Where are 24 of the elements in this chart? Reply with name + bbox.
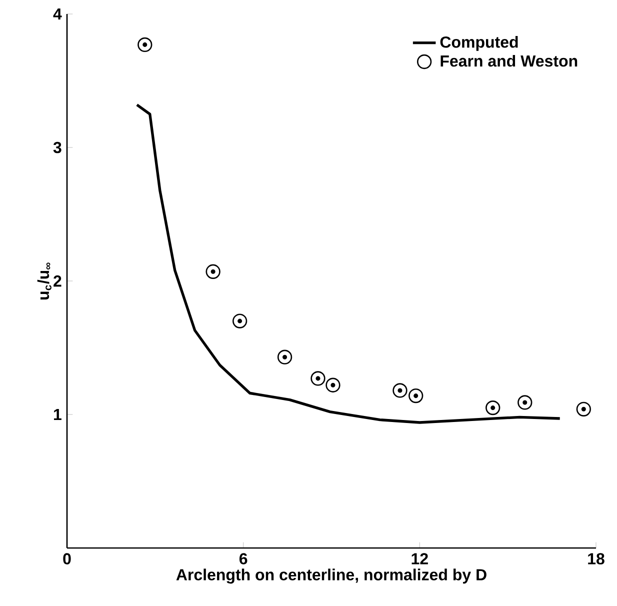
point xyxy=(138,37,152,52)
y-axis-title: u$_{c}$/u$_{∞}$ xyxy=(37,262,52,300)
point xyxy=(326,378,340,392)
point xyxy=(277,350,292,364)
legend-label: Computed xyxy=(440,36,518,51)
y-tick-label: 1 xyxy=(54,408,62,420)
point xyxy=(576,402,591,416)
x-tick-label: 12 xyxy=(412,553,428,564)
point xyxy=(408,388,424,404)
point xyxy=(206,264,220,279)
x-tick-label: 18 xyxy=(588,553,604,564)
y-tick-label: 2 xyxy=(54,275,62,287)
y-tick-label: 3 xyxy=(53,142,62,154)
x-tick-label: 6 xyxy=(239,553,248,564)
point xyxy=(486,400,500,416)
x-tick-label: 0 xyxy=(63,553,71,564)
point xyxy=(310,371,326,386)
line-series xyxy=(136,103,562,424)
point xyxy=(518,395,532,410)
x-axis-title: Arclength on centerline, normalized by D xyxy=(176,568,486,584)
y-tick-label: 4 xyxy=(53,8,62,20)
point xyxy=(232,314,248,328)
point xyxy=(392,383,408,398)
legend-label: Fearn and Weston xyxy=(440,54,578,67)
